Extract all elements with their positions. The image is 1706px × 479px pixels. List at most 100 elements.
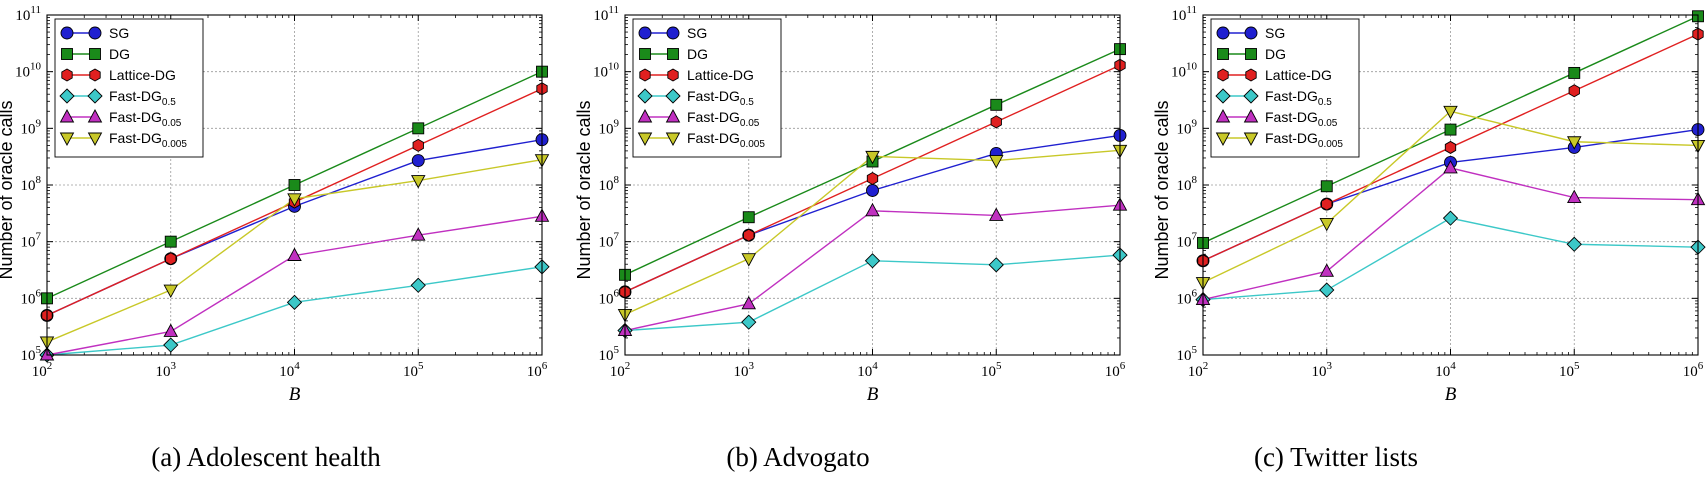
chart-b-y-tick-label: 106 <box>599 287 620 307</box>
chart-b-legend-marker-lattice-dg <box>667 68 679 82</box>
chart-c-point-lattice-dg <box>1568 84 1580 98</box>
chart-c-y-tick-label: 106 <box>1177 287 1198 307</box>
chart-c-legend-label-dg: DG <box>1265 46 1286 62</box>
chart-b-x-tick-exp: 4 <box>872 360 878 372</box>
chart-b-legend-label-fast-dg0-005: Fast-DG0.005 <box>687 130 765 150</box>
chart-c-y-tick-base: 10 <box>1171 8 1186 24</box>
chart-c-x-tick-base: 10 <box>1559 364 1574 380</box>
chart-b-y-tick-base: 10 <box>599 348 614 364</box>
chart-b-legend-label-main: DG <box>687 46 708 62</box>
chart-c-legend-label-fast-dg0-5: Fast-DG0.5 <box>1265 88 1332 108</box>
chart-b-legend-label-lattice-dg: Lattice-DG <box>687 67 754 83</box>
chart-c-legend: SGDGLattice-DGFast-DG0.5Fast-DG0.05Fast-… <box>1210 18 1360 158</box>
chart-c-y-tick-base: 10 <box>1177 121 1192 137</box>
chart-a-legend-label-lattice-dg: Lattice-DG <box>109 67 176 83</box>
chart-c-point-fast-dg0-05 <box>1443 159 1458 174</box>
chart-c-point-lattice-dg <box>1321 197 1333 211</box>
chart-c-legend-label-sg: SG <box>1265 25 1285 41</box>
chart-c-legend-box <box>1210 18 1360 158</box>
chart-b-legend-marker-dg <box>667 48 679 60</box>
chart-c-y-tick-exp: 8 <box>1192 174 1198 186</box>
chart-b-legend-marker-fast-dg0-5 <box>637 88 653 104</box>
chart-a-y-tick-base: 10 <box>15 65 30 81</box>
chart-b-legend: SGDGLattice-DGFast-DG0.5Fast-DG0.05Fast-… <box>632 18 782 158</box>
chart-b-point-fast-dg0-005 <box>741 253 757 267</box>
chart-b-x-tick-base: 10 <box>610 364 625 380</box>
chart-b-point-lattice-dg <box>743 228 755 242</box>
chart-b-point-dg <box>742 211 755 224</box>
chart-a-y-tick-label: 109 <box>21 117 42 137</box>
chart-c-legend-label-main: DG <box>1265 46 1286 62</box>
chart-c-y-tick-base: 10 <box>1177 235 1192 251</box>
chart-a-x-tick-exp: 2 <box>47 360 53 372</box>
chart-b-x-tick-label: 103 <box>734 360 755 380</box>
chart-b-legend-marker-sg <box>666 26 680 40</box>
chart-c-y-tick-exp: 6 <box>1192 287 1198 299</box>
chart-b-y-tick-exp: 10 <box>608 61 620 73</box>
chart-b-legend-label-main: Fast-DG <box>687 130 740 146</box>
chart-c-y-tick-base: 10 <box>1171 65 1186 81</box>
chart-a-y-tick-base: 10 <box>21 235 36 251</box>
chart-c-legend-marker-fast-dg0-05 <box>1243 109 1259 123</box>
chart-b-point-fast-dg0-05 <box>988 207 1004 221</box>
chart-b-point-lattice-dg <box>990 115 1002 129</box>
chart-b-y-tick-exp: 8 <box>614 174 620 186</box>
chart-b-x-tick-label: 106 <box>1105 360 1126 380</box>
chart-b-y-tick-label: 109 <box>599 117 620 137</box>
chart-b-x-axis-label: B <box>867 384 879 405</box>
chart-a-y-tick-label: 106 <box>21 287 42 307</box>
chart-c-legend-marker-sg <box>1216 26 1230 40</box>
chart-c-x-tick-base: 10 <box>1188 364 1203 380</box>
chart-c-caption: (c) Twitter lists <box>1253 442 1419 472</box>
chart-c-legend-marker-fast-dg0-5 <box>1215 88 1231 104</box>
chart-b-y-tick-label: 1011 <box>593 4 619 24</box>
chart-a-y-axis-label: Number of oracle calls <box>0 100 16 279</box>
chart-a-y-tick-label: 1011 <box>15 4 41 24</box>
chart-c-y-tick-label: 1010 <box>1171 61 1198 81</box>
chart-a-x-tick-label: 103 <box>156 360 177 380</box>
chart-a-y-tick-base: 10 <box>21 178 36 194</box>
chart-a-legend-label-fast-dg0-5: Fast-DG0.5 <box>109 88 176 108</box>
chart-b-legend-box <box>632 18 782 158</box>
chart-b-y-tick-base: 10 <box>593 8 608 24</box>
chart-a-x-tick-label: 102 <box>32 360 53 380</box>
chart-a-point-dg <box>288 179 301 191</box>
chart-c-point-fast-dg0-005 <box>1566 136 1582 150</box>
chart-a-legend-marker-fast-dg0-005 <box>59 132 75 146</box>
chart-b-legend-label-main: Fast-DG <box>687 88 740 104</box>
chart-a-x-tick-exp: 4 <box>294 360 300 372</box>
chart-c-point-dg <box>1444 123 1457 136</box>
chart-b-y-tick-label: 105 <box>599 344 620 364</box>
chart-c-y-tick-base: 10 <box>1177 291 1192 307</box>
chart-a-x-tick-exp: 6 <box>542 360 548 372</box>
chart-b-x-tick-label: 104 <box>857 360 878 380</box>
chart-b-legend-label-sub: 0.5 <box>740 97 754 108</box>
chart-b-x-tick-exp: 5 <box>996 360 1002 372</box>
chart-b-point-fast-dg0-005 <box>865 150 880 165</box>
chart-a-x-tick-base: 10 <box>279 364 294 380</box>
chart-b-point-lattice-dg <box>866 172 879 186</box>
chart-a-point-lattice-dg <box>412 138 424 152</box>
chart-a-point-fast-dg0-5 <box>286 294 303 310</box>
chart-b-y-tick-base: 10 <box>593 65 608 81</box>
chart-a-legend-marker-fast-dg0-05 <box>59 109 75 123</box>
chart-c-legend-marker-dg <box>1217 48 1229 60</box>
chart-b-legend-label-sub: 0.005 <box>740 139 765 150</box>
chart-a-x-tick-base: 10 <box>32 364 47 380</box>
chart-b-point-fast-dg0-5 <box>864 253 881 269</box>
chart-c-legend-marker-fast-dg0-005 <box>1243 132 1259 146</box>
chart-c-y-tick-label: 108 <box>1177 174 1198 194</box>
chart-b-y-tick-base: 10 <box>599 178 614 194</box>
chart-c-legend-marker-fast-dg0-05 <box>1215 109 1231 123</box>
chart-c-y-tick-exp: 7 <box>1192 231 1198 243</box>
chart-c-legend-label-fast-dg0-05: Fast-DG0.05 <box>1265 109 1338 129</box>
chart-b-plot-frame <box>624 14 1121 356</box>
chart-a-y-tick-exp: 8 <box>36 174 42 186</box>
chart-a-x-tick-exp: 5 <box>418 360 424 372</box>
chart-c-legend-label-main: SG <box>1265 25 1285 41</box>
chart-a-legend-label-sub: 0.05 <box>162 118 182 129</box>
chart-c-point-lattice-dg <box>1444 140 1457 154</box>
chart-b-legend-label-main: Lattice-DG <box>687 67 754 83</box>
chart-a-legend-label-fast-dg0-005: Fast-DG0.005 <box>109 130 187 150</box>
chart-c-x-tick-base: 10 <box>1435 364 1450 380</box>
